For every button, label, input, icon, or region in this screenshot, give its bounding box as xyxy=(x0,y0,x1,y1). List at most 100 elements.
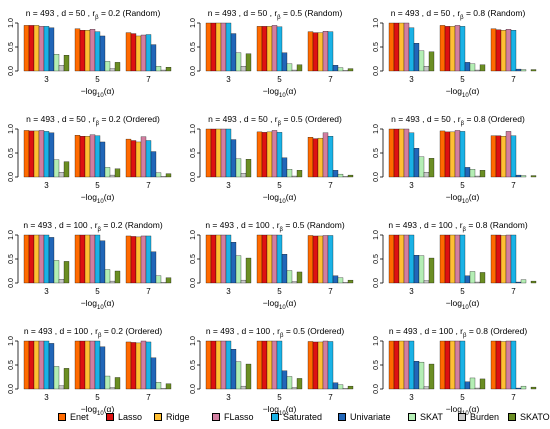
x-tick-label: 7 xyxy=(511,181,516,190)
x-tick-label: 7 xyxy=(328,181,333,190)
bar-ridge-alpha-3 xyxy=(215,22,222,72)
legend-item-saturated: Saturated xyxy=(271,408,322,426)
bar-lasso-alpha-3 xyxy=(28,340,35,390)
x-tick-label: 7 xyxy=(146,75,151,84)
y-tick-label: 0.0 xyxy=(373,384,380,394)
bar-ridge-alpha-3 xyxy=(33,25,40,72)
bar-burden-alpha-5 xyxy=(474,387,481,390)
bar-saturated-alpha-5 xyxy=(94,340,101,390)
x-tick-label: 5 xyxy=(277,75,282,84)
bar-ridge-alpha-5 xyxy=(84,30,91,72)
legend-item-lasso: Lasso xyxy=(106,408,142,426)
bar-flasso-alpha-3 xyxy=(220,234,227,284)
bar-flasso-alpha-7 xyxy=(322,132,329,178)
x-tick-label: 5 xyxy=(95,287,100,296)
bar-saturated-alpha-5 xyxy=(276,132,283,178)
bar-skato-alpha-7 xyxy=(165,383,172,390)
bar-skato-alpha-3 xyxy=(63,161,70,178)
bar-saturated-alpha-3 xyxy=(408,340,415,390)
x-tick-label: 3 xyxy=(226,181,231,190)
bar-ridge-alpha-3 xyxy=(398,128,405,178)
bar-burden-alpha-5 xyxy=(291,281,298,284)
y-tick-label: 0.5 xyxy=(190,42,197,52)
bar-lasso-alpha-7 xyxy=(130,342,137,390)
bar-skat-alpha-7 xyxy=(155,66,162,72)
bar-saturated-alpha-7 xyxy=(327,341,334,390)
bar-skat-alpha-5 xyxy=(286,376,293,390)
bar-saturated-alpha-5 xyxy=(459,131,466,178)
y-tick-label: 1.0 xyxy=(373,336,380,346)
bar-flasso-alpha-5 xyxy=(89,234,96,284)
bar-ridge-alpha-7 xyxy=(500,136,507,178)
panel-title: n = 493 , d = 100 , rβ = 0.8 (Ordered) xyxy=(389,326,528,339)
bar-univariate-alpha-5 xyxy=(99,346,106,390)
bar-univariate-alpha-5 xyxy=(464,167,471,178)
bar-flasso-alpha-5 xyxy=(454,25,461,72)
x-tick-label: 5 xyxy=(460,287,465,296)
x-axis-label: −log10(α) xyxy=(446,192,480,205)
x-tick-label: 3 xyxy=(409,287,414,296)
bar-enet-alpha-3 xyxy=(388,340,395,390)
legend-swatch xyxy=(271,413,279,421)
legend-item-ridge: Ridge xyxy=(154,408,190,426)
bar-flasso-alpha-7 xyxy=(322,235,329,284)
bar-lasso-alpha-7 xyxy=(495,234,502,284)
bar-univariate-alpha-7 xyxy=(515,174,522,178)
bar-burden-alpha-5 xyxy=(474,175,481,178)
bar-ridge-alpha-3 xyxy=(33,234,40,284)
bar-burden-alpha-5 xyxy=(109,174,116,178)
bar-skato-alpha-3 xyxy=(63,55,70,72)
panel-title: n = 493 , d = 50 , rβ = 0.2 (Random) xyxy=(26,8,161,21)
bar-saturated-alpha-3 xyxy=(43,131,50,178)
bar-univariate-alpha-7 xyxy=(332,170,339,178)
bar-lasso-alpha-7 xyxy=(130,140,137,178)
legend-swatch xyxy=(212,413,220,421)
panel-6: n = 493 , d = 50 , rβ = 0.8 (Ordered) 0.0… xyxy=(373,114,537,205)
bar-skat-alpha-7 xyxy=(337,67,344,72)
legend-label: Saturated xyxy=(283,412,323,422)
bar-saturated-alpha-3 xyxy=(43,234,50,284)
x-axis-label: −log10(α) xyxy=(446,298,480,311)
bar-ridge-alpha-3 xyxy=(215,340,222,390)
y-tick-label: 0.0 xyxy=(373,66,380,76)
legend-label: Lasso xyxy=(118,412,143,422)
bar-flasso-alpha-7 xyxy=(505,340,512,390)
bar-lasso-alpha-5 xyxy=(79,136,86,178)
bar-flasso-alpha-7 xyxy=(505,131,512,178)
bar-flasso-alpha-3 xyxy=(38,26,45,72)
bar-enet-alpha-5 xyxy=(256,234,263,284)
bar-skato-alpha-5 xyxy=(296,170,303,178)
bar-skat-alpha-3 xyxy=(235,52,242,72)
bar-burden-alpha-3 xyxy=(423,66,430,72)
bar-univariate-alpha-5 xyxy=(281,157,288,178)
x-tick-label: 3 xyxy=(44,181,49,190)
y-tick-label: 0.5 xyxy=(373,42,380,52)
bar-ridge-alpha-5 xyxy=(84,234,91,284)
panel-12: n = 493 , d = 100 , rβ = 0.8 (Ordered) 0.… xyxy=(373,326,537,417)
bar-skato-alpha-7 xyxy=(347,385,354,390)
bar-enet-alpha-7 xyxy=(490,28,497,72)
x-tick-label: 3 xyxy=(409,181,414,190)
y-tick-label: 1.0 xyxy=(8,336,15,346)
bar-lasso-alpha-3 xyxy=(393,340,400,390)
bar-enet-alpha-7 xyxy=(307,235,314,284)
bar-saturated-alpha-7 xyxy=(510,30,517,72)
panel-title: n = 493 , d = 100 , rβ = 0.5 (Ordered) xyxy=(206,326,345,339)
bar-univariate-alpha-3 xyxy=(413,148,420,178)
legend-swatch xyxy=(58,413,66,421)
panel-title: n = 493 , d = 100 , rβ = 0.2 (Random) xyxy=(23,220,162,233)
bar-enet-alpha-5 xyxy=(256,131,263,178)
bar-saturated-alpha-7 xyxy=(327,136,334,178)
bar-saturated-alpha-5 xyxy=(276,234,283,284)
legend-swatch xyxy=(154,413,162,421)
bar-saturated-alpha-5 xyxy=(276,340,283,390)
y-tick-label: 0.0 xyxy=(8,384,15,394)
bar-enet-alpha-3 xyxy=(388,234,395,284)
bar-univariate-alpha-7 xyxy=(150,151,157,178)
bar-enet-alpha-3 xyxy=(23,25,30,72)
bar-flasso-alpha-3 xyxy=(403,234,410,284)
x-tick-label: 3 xyxy=(409,75,414,84)
bar-skat-alpha-3 xyxy=(418,361,425,390)
legend-label: Ridge xyxy=(166,412,190,422)
bar-flasso-alpha-5 xyxy=(454,130,461,178)
